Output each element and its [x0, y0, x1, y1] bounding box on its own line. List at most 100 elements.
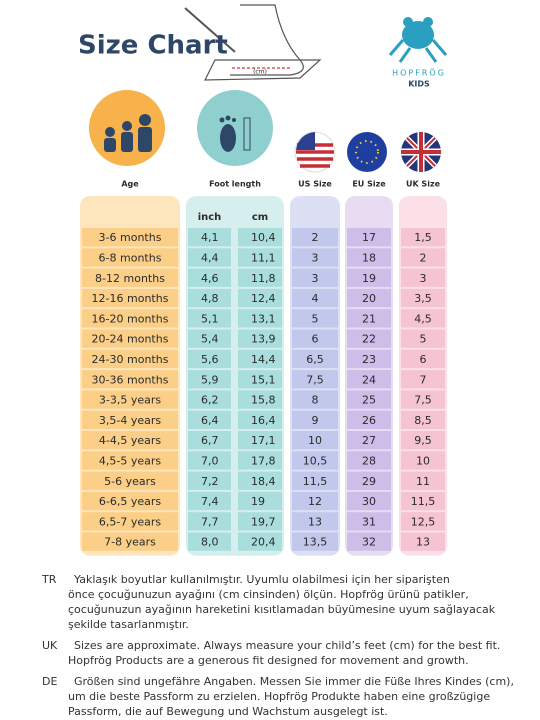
cell-bg [292, 268, 338, 287]
cell-bg [82, 431, 178, 450]
cell-bg [238, 268, 282, 287]
cell: 32 [362, 536, 376, 549]
cell: 15,8 [251, 394, 276, 407]
cell-bg [292, 512, 338, 531]
cell: 10,5 [303, 454, 328, 467]
cell-bg [401, 288, 445, 308]
note-line: um die beste Passform zu erzielen. Hopfr… [68, 690, 490, 703]
cell-bg [347, 431, 391, 450]
frog-logo [388, 17, 448, 63]
cell: 6,5-7 years [99, 515, 161, 528]
cell: 4 [312, 292, 319, 305]
cell: 13,9 [251, 333, 276, 346]
cell: 23 [362, 353, 376, 366]
note-line: Yaklaşık boyutlar kullanılmıştır. Uyumlu… [73, 573, 450, 586]
cell: 5-6 years [104, 475, 156, 488]
cell: 5,1 [201, 312, 219, 325]
cell: 13 [416, 536, 430, 549]
cell: 4,8 [201, 292, 219, 305]
cell: 20 [362, 292, 376, 305]
column-header: EU Size [352, 180, 386, 189]
cell-bg [347, 248, 391, 267]
cell-bg [347, 309, 391, 328]
cell: 7,5 [306, 373, 324, 386]
cell: 30-36 months [92, 373, 169, 386]
cell: 6,5 [306, 353, 324, 366]
cell-bg [188, 512, 231, 531]
cell-bg [238, 370, 282, 389]
cell: 7 [420, 373, 427, 386]
cell-bg [82, 410, 178, 429]
cell: 9 [312, 414, 319, 427]
note-line: önce çocuğunuzun ayağını (cm cinsinden) … [68, 588, 469, 601]
cell: 3 [312, 251, 319, 264]
brand: HOPFRÖG [392, 68, 446, 78]
cell: 26 [362, 414, 376, 427]
cell: 7-8 years [104, 536, 156, 549]
cell: 2 [420, 251, 427, 264]
cell: 4,4 [201, 251, 219, 264]
cell-bg [347, 288, 391, 308]
cell-bg [292, 329, 338, 348]
cell: 8 [312, 394, 319, 407]
cell-bg [238, 431, 282, 450]
cell-bg [188, 329, 231, 348]
cell-bg [347, 268, 391, 287]
cell-bg [238, 248, 282, 267]
cell: 12-16 months [92, 292, 169, 305]
cell: 6 [420, 353, 427, 366]
cell-bg [401, 309, 445, 328]
cell: 6,2 [201, 394, 219, 407]
column-header: Age [121, 180, 139, 189]
cell: 20-24 months [92, 333, 169, 346]
cell-bg [347, 390, 391, 409]
title: Size Chart [78, 31, 228, 61]
cell-bg [82, 309, 178, 328]
column-header: US Size [298, 180, 332, 189]
cell-bg [238, 451, 282, 470]
cell-bg [188, 471, 231, 490]
cell-bg [347, 491, 391, 511]
cell-bg [238, 410, 282, 429]
cell-bg [82, 248, 178, 267]
cell: 13 [308, 515, 322, 528]
cell-bg [292, 349, 338, 369]
cell: 8,5 [414, 414, 432, 427]
subheader: cm [252, 212, 268, 223]
cell-bg [347, 451, 391, 470]
cell: 19 [251, 495, 265, 508]
note-line: Sizes are approximate. Always measure yo… [74, 639, 500, 652]
cell: 3 [312, 272, 319, 285]
uk-flag [401, 132, 441, 172]
note-code: TR [41, 573, 57, 586]
cell: 4,6 [201, 272, 219, 285]
cell: 25 [362, 394, 376, 407]
cell: 1,5 [414, 231, 432, 244]
cell-bg [347, 512, 391, 531]
cell: 8-12 months [95, 272, 165, 285]
cell: 6-8 months [99, 251, 162, 264]
cell: 24 [362, 373, 376, 386]
foot-icon [197, 90, 273, 166]
cell-bg [188, 288, 231, 308]
cell-bg [238, 512, 282, 531]
cell-bg [401, 268, 445, 287]
cell-bg [188, 248, 231, 267]
cell-bg [82, 349, 178, 369]
cell-bg [292, 471, 338, 490]
cell-bg [347, 410, 391, 429]
cell: 17 [362, 231, 376, 244]
cell: 6,4 [201, 414, 219, 427]
cell: 15,1 [251, 373, 276, 386]
cell-bg [401, 491, 445, 511]
cell: 6,7 [201, 434, 219, 447]
cell: 3-3,5 years [99, 394, 161, 407]
note-line: Größen sind ungefähre Angaben. Messen Si… [74, 675, 514, 688]
cell-bg [292, 228, 338, 247]
cell: 31 [362, 515, 376, 528]
cell: 19,7 [251, 515, 276, 528]
cell-bg [347, 370, 391, 389]
cell: 20,4 [251, 536, 276, 549]
cell: 30 [362, 495, 376, 508]
